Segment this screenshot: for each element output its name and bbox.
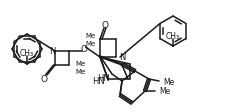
Text: Me: Me xyxy=(159,87,170,96)
Text: Me: Me xyxy=(75,60,85,66)
Text: O: O xyxy=(40,75,47,84)
Text: N: N xyxy=(119,53,125,62)
Text: N: N xyxy=(49,47,55,56)
Text: CH₃: CH₃ xyxy=(20,49,34,58)
Text: O: O xyxy=(101,20,108,29)
Text: CH₃: CH₃ xyxy=(166,32,180,41)
Text: Me: Me xyxy=(86,33,96,39)
Text: HN: HN xyxy=(92,77,105,86)
Text: HN: HN xyxy=(97,74,110,83)
Text: Me: Me xyxy=(163,78,174,87)
Text: O: O xyxy=(80,45,87,54)
Text: Me: Me xyxy=(75,68,85,74)
Text: Me: Me xyxy=(86,41,96,47)
